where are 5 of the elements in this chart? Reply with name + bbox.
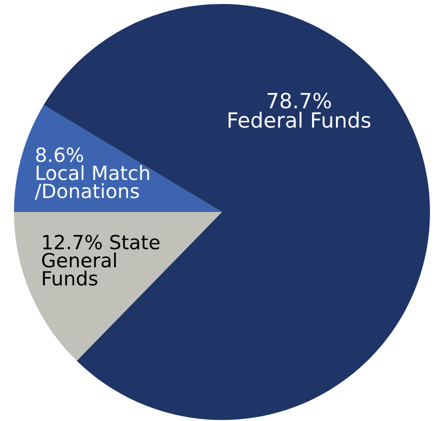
data-label: 8.6% Local Match /Donations [34, 147, 150, 200]
pie-slice [14, 212, 222, 361]
data-label: 12.7% State General Funds [42, 234, 160, 286]
pie-slice [14, 104, 222, 212]
data-label: 78.7% Federal Funds [228, 92, 370, 128]
